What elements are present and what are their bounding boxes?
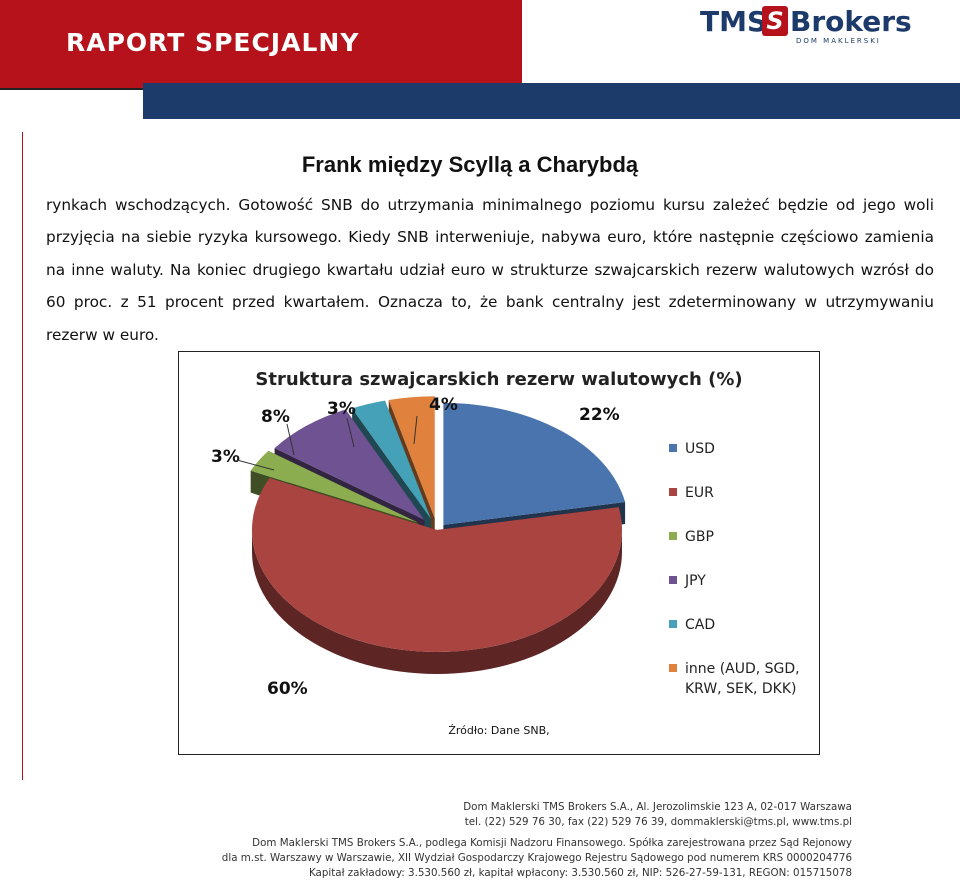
- leader-line: [236, 459, 275, 471]
- pie-slice-top: [251, 478, 622, 652]
- legend-swatch-cad: [669, 620, 677, 628]
- legend-label-jpy: JPY: [684, 573, 706, 589]
- data-label-cad: 3%: [327, 399, 356, 419]
- logo-brokers-text: Brokers: [790, 5, 912, 38]
- legend-label-usd: USD: [685, 441, 715, 457]
- footer-line-krs: dla m.st. Warszawy w Warszawie, XII Wydz…: [221, 852, 852, 864]
- legend-swatch-usd: [669, 444, 677, 452]
- pie-chart-svg: Struktura szwajcarskich rezerw walutowyc…: [211, 369, 800, 699]
- logo-s-mark: S: [762, 6, 788, 36]
- footer-line-contact: tel. (22) 529 76 30, fax (22) 529 76 39,…: [464, 816, 852, 828]
- leader-line: [413, 415, 418, 445]
- chart-source: Źródło: Dane SNB,: [448, 724, 550, 737]
- legend-label-inne: inne (AUD, SGD,: [685, 661, 800, 677]
- pie-slice-eur: [251, 478, 622, 674]
- pie-slice-top: [352, 400, 431, 519]
- margin-rule: [22, 132, 23, 780]
- footer-line-capital: Kapitał zakładowy: 3.530.560 zł, kapitał…: [308, 867, 852, 879]
- report-label: RAPORT SPECJALNY: [66, 28, 360, 57]
- legend-label-eur: EUR: [685, 485, 714, 501]
- footer-line-knf: Dom Maklerski TMS Brokers S.A., podlega …: [252, 837, 852, 849]
- header-navy-bar: [143, 83, 960, 119]
- legend-swatch-jpy: [669, 576, 677, 584]
- chart-title: Struktura szwajcarskich rezerw walutowyc…: [255, 369, 742, 390]
- legend-label-gbp: GBP: [685, 529, 714, 545]
- pie-slice-top: [388, 396, 435, 519]
- legend-swatch-gbp: [669, 532, 677, 540]
- legend-label-cad: CAD: [685, 617, 715, 633]
- pie-slice-top: [443, 402, 626, 525]
- legend-label-inne-cont: KRW, SEK, DKK): [685, 681, 797, 697]
- data-label-eur: 60%: [267, 679, 308, 699]
- data-label-gbp: 3%: [211, 447, 240, 467]
- footer-line-address: Dom Maklerski TMS Brokers S.A., Al. Jero…: [463, 801, 852, 813]
- legend-swatch-eur: [669, 488, 677, 496]
- logo-tms-text: TMS: [700, 5, 768, 38]
- leader-line: [346, 417, 355, 448]
- page-title: Frank między Scyllą a Charybdą: [301, 152, 639, 177]
- data-label-inne: 4%: [429, 395, 458, 415]
- pie-slice-top: [274, 409, 425, 520]
- legend-swatch-inne: [669, 664, 677, 672]
- pie-slice-top: [250, 450, 419, 523]
- data-label-jpy: 8%: [261, 407, 290, 427]
- pie-chart: Struktura szwajcarskich rezerw walutowyc…: [178, 351, 820, 755]
- report-banner: RAPORT SPECJALNY: [0, 0, 522, 88]
- leader-line: [286, 423, 295, 456]
- pie-slice-side: [252, 530, 622, 674]
- footer-legal: Dom Maklerski TMS Brokers S.A., podlega …: [222, 836, 852, 881]
- body-paragraph: rynkach wschodzących. Gotowość SNB do ut…: [46, 196, 934, 344]
- logo-subtitle: DOM MAKLERSKI: [796, 37, 881, 45]
- data-label-usd: 22%: [579, 405, 620, 425]
- tms-brokers-logo: TMS S Brokers DOM MAKLERSKI: [700, 4, 912, 46]
- footer-address: Dom Maklerski TMS Brokers S.A., Al. Jero…: [463, 800, 852, 830]
